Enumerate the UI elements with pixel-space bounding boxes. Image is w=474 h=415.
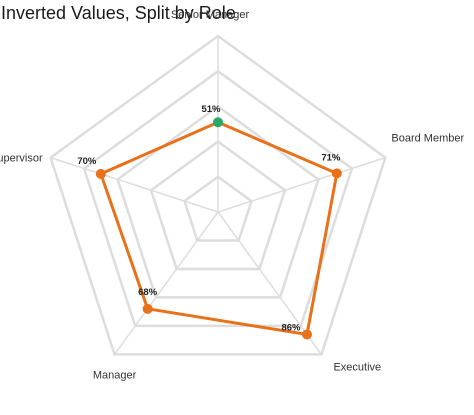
grid-spoke (113, 211, 219, 355)
axis-label-senior-manager: Senior Manager (171, 9, 250, 21)
data-point (95, 168, 106, 179)
grid-spoke (50, 156, 219, 213)
data-point (301, 329, 312, 340)
data-point (213, 117, 223, 128)
grid-ring (82, 69, 354, 328)
axis-label-manager: Manager (93, 369, 137, 381)
data-point (331, 168, 342, 179)
data-label: 68% (138, 287, 158, 298)
grid-ring (149, 140, 287, 271)
grid-ring (116, 104, 320, 299)
series-line (99, 120, 339, 336)
data-label: 71% (321, 152, 341, 163)
grid-ring (183, 175, 253, 242)
data-label: 86% (281, 322, 301, 333)
data-point (142, 303, 153, 314)
data-label: 51% (201, 104, 221, 115)
grid-ring (49, 34, 387, 356)
chart-title: Inverted Values, Split by Role (1, 3, 236, 23)
axis-label-supervisor: Supervisor (0, 153, 43, 165)
data-label: 70% (77, 156, 97, 167)
grid-spoke (217, 156, 386, 213)
axis-label-executive: Executive (333, 361, 381, 373)
axis-label-board-member: Board Member (391, 133, 464, 145)
